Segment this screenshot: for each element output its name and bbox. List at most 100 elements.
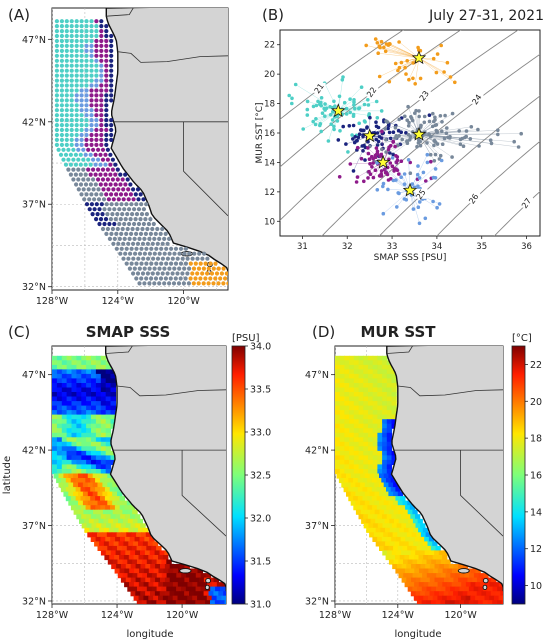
heatmap-cell: [435, 545, 441, 551]
heatmap-cell: [76, 387, 82, 393]
heatmap-cell: [108, 518, 114, 524]
cluster-dot-teal: [59, 142, 64, 147]
cluster-dot-teal: [59, 83, 64, 88]
heatmap-cell: [410, 591, 417, 597]
heatmap-cell: [349, 396, 355, 402]
scatter-point: [391, 178, 396, 183]
heatmap-cell: [442, 555, 448, 561]
heatmap-cell: [137, 518, 143, 524]
cluster-dot-teal: [74, 132, 79, 138]
heatmap-cell: [339, 373, 345, 379]
heatmap-cell: [462, 564, 469, 570]
heatmap-cell: [81, 419, 87, 425]
cluster-dot-gray: [130, 226, 135, 232]
heatmap-cell: [437, 595, 443, 601]
heatmap-cell: [131, 545, 138, 551]
scatter-point: [416, 164, 420, 168]
heatmap-cell: [363, 378, 369, 384]
heatmap-cell: [432, 541, 438, 547]
heatmap-cell: [85, 505, 92, 511]
heatmap-cell: [409, 582, 415, 588]
heatmap-cell: [349, 373, 355, 379]
heatmap-cell: [445, 559, 451, 565]
heatmap-cell: [71, 401, 77, 407]
heatmap-cell: [386, 487, 392, 493]
scatter-point: [347, 124, 352, 128]
cluster-dot-teal: [64, 98, 69, 103]
heatmap-cell: [109, 487, 116, 493]
cluster-dot-gray: [186, 281, 191, 286]
cluster-dot-teal: [79, 38, 84, 44]
cluster-dot-gray: [197, 251, 202, 256]
colorbar-tick-label: 32.0: [250, 514, 271, 525]
scatter-point: [335, 114, 340, 119]
cluster-dot-teal: [69, 108, 74, 113]
cluster-link: [418, 134, 445, 139]
heatmap-cell: [369, 532, 375, 538]
cluster-dot-gray: [185, 256, 190, 261]
cluster-dot-gray: [152, 281, 157, 286]
heatmap-cell: [105, 378, 112, 384]
heatmap-cell: [349, 378, 355, 384]
heatmap-cell: [105, 410, 112, 416]
heatmap-cell: [52, 360, 58, 366]
heatmap-cell: [95, 496, 101, 502]
heatmap-cell: [102, 509, 109, 515]
heatmap-cell: [80, 478, 86, 484]
heatmap-cell: [160, 564, 166, 570]
heatmap-cell: [372, 446, 378, 452]
heatmap-cell: [409, 568, 415, 574]
heatmap-cell: [382, 446, 388, 452]
heatmap-cell: [339, 396, 345, 402]
scatter-frame: [279, 29, 541, 237]
cluster-dot-teal: [54, 123, 60, 128]
panel-c-y-axis-label: latitude: [2, 456, 13, 494]
heatmap-cell: [363, 369, 369, 375]
scatter-point: [374, 146, 379, 150]
cluster-dot-blue: [98, 162, 103, 167]
heatmap-cell: [71, 396, 77, 402]
scatter-y-tick-label: 12: [264, 188, 275, 198]
cluster-dot-teal: [69, 103, 74, 108]
heatmap-cell: [141, 586, 148, 592]
heatmap-cell: [357, 487, 364, 493]
heatmap-cell: [95, 419, 102, 425]
heatmap-cell: [86, 369, 92, 375]
heatmap-cell: [81, 405, 87, 411]
heatmap-cell: [382, 387, 388, 393]
scatter-point: [402, 197, 407, 201]
heatmap-cell: [76, 423, 82, 429]
cluster-dot-gray: [114, 231, 119, 236]
heatmap-cell: [353, 455, 360, 461]
cluster-link: [418, 57, 445, 73]
heatmap-cell: [76, 428, 82, 434]
heatmap-cell: [418, 582, 425, 588]
cluster-link: [418, 134, 515, 142]
scatter-point: [360, 144, 365, 148]
heatmap-cell: [377, 360, 383, 366]
heatmap-cell: [377, 455, 383, 461]
cluster-dot-purple: [131, 197, 136, 202]
heatmap-cell: [367, 487, 373, 493]
heatmap-cell: [443, 550, 449, 556]
cluster-dot-teal: [69, 73, 74, 78]
heatmap-cell: [470, 595, 476, 601]
cluster-dot-orange: [209, 271, 215, 276]
heatmap-cell: [97, 473, 103, 479]
cluster-dot-orange: [211, 266, 216, 271]
heatmap-cell: [432, 582, 439, 588]
heatmap-cell: [397, 500, 404, 506]
heatmap-cell: [66, 378, 73, 384]
cluster-dot-purple: [98, 182, 103, 187]
heatmap-cell: [76, 364, 82, 370]
cluster-dot-purple: [104, 73, 109, 78]
heatmap-cell: [439, 591, 445, 597]
cluster-dot-gray: [137, 251, 143, 256]
cluster-dot-blue: [89, 53, 94, 58]
scatter-point: [375, 116, 380, 120]
heatmap-cell: [349, 369, 355, 375]
cluster-dot-blue: [79, 132, 84, 138]
heatmap-cell: [120, 514, 126, 520]
heatmap-cell: [195, 600, 201, 604]
scatter-point: [433, 152, 438, 157]
